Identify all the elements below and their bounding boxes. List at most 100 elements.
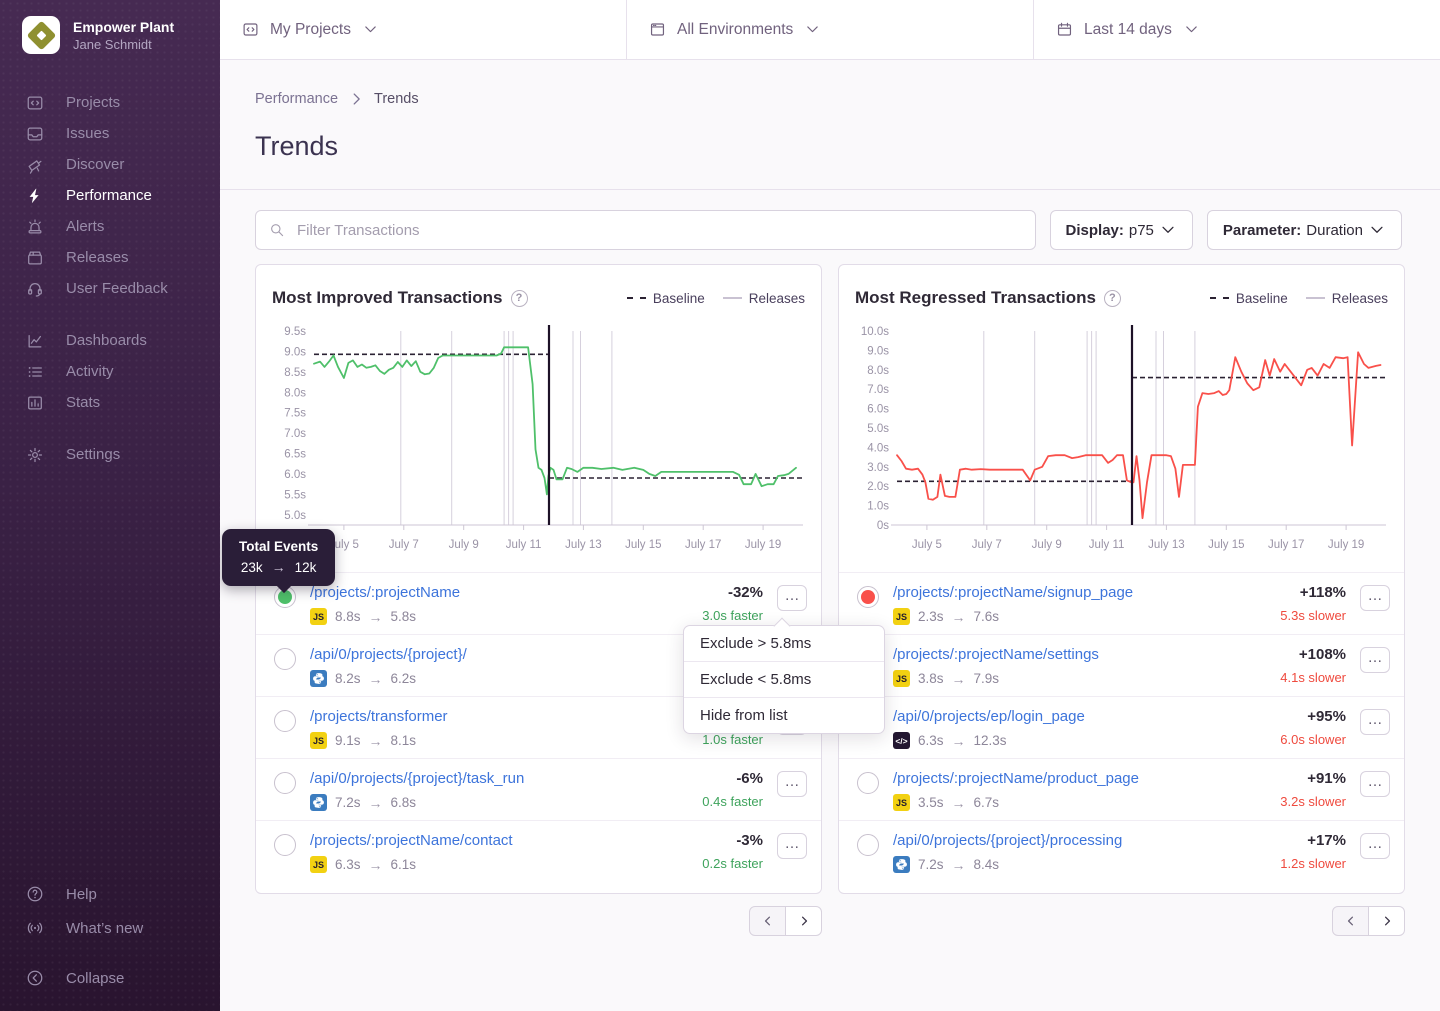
parameter-dropdown[interactable]: Parameter: Duration — [1206, 210, 1402, 250]
improved-help-icon[interactable]: ? — [510, 289, 528, 307]
transaction-radio[interactable] — [857, 834, 879, 856]
org-switcher[interactable]: Empower Plant Jane Schmidt — [0, 0, 220, 54]
svg-text:July 19: July 19 — [1328, 539, 1364, 551]
menu-item-hide-from-list[interactable]: Hide from list — [684, 697, 884, 733]
next-page-button[interactable] — [1368, 906, 1405, 936]
change-delta: 0.2s faster — [702, 856, 763, 871]
transaction-radio[interactable] — [857, 586, 879, 608]
previous-page-button[interactable] — [749, 906, 786, 936]
transaction-radio[interactable] — [274, 710, 296, 732]
duration-after: 6.8s — [390, 795, 417, 810]
sidebar-item-alerts[interactable]: Alerts — [26, 211, 220, 242]
project-selector[interactable]: My Projects — [220, 0, 626, 59]
chevron-right-icon — [353, 93, 360, 105]
sidebar-item-dashboards[interactable]: Dashboards — [26, 325, 220, 356]
more-actions-button[interactable]: … — [1360, 585, 1390, 611]
transaction-link[interactable]: /projects/transformer — [310, 708, 448, 725]
regressed-trend-chart: July 5 July 7 July 9 July 11 July 13 July 15 J… — [855, 321, 1388, 559]
arrow-right-icon: → — [951, 670, 966, 687]
more-actions-button[interactable]: … — [1360, 709, 1390, 735]
sidebar-item-help[interactable]: Help — [26, 877, 220, 911]
more-actions-button[interactable]: … — [777, 833, 807, 859]
legend-releases-label: Releases — [1331, 290, 1388, 306]
sidebar-item-activity[interactable]: Activity — [26, 356, 220, 387]
menu-item-exclude-5-8ms[interactable]: Exclude > 5.8ms — [700, 635, 812, 652]
sidebar-collapse-button[interactable]: Collapse — [26, 961, 220, 995]
python-platform-icon — [893, 856, 910, 873]
chevron-down-icon — [365, 26, 376, 33]
svg-text:4.0s: 4.0s — [867, 442, 889, 454]
svg-text:July 5: July 5 — [912, 539, 942, 551]
menu-item-exclude-5-8ms[interactable]: Exclude < 5.8ms — [684, 661, 884, 697]
date-range-selector[interactable]: Last 14 days — [1033, 0, 1440, 59]
projects-icon — [243, 23, 258, 36]
sidebar-item-discover[interactable]: Discover — [26, 149, 220, 180]
transaction-link[interactable]: /api/0/projects/ep/login_page — [893, 708, 1085, 725]
sidebar-item-label: Settings — [66, 446, 121, 463]
transaction-row: /projects/:projectName JS 8.8s → 5.8s -32% 3.0… — [256, 572, 821, 634]
breadcrumb-performance[interactable]: Performance — [255, 91, 339, 107]
svg-text:July 9: July 9 — [1032, 539, 1062, 551]
more-actions-button[interactable]: … — [1360, 771, 1390, 797]
baseline-swatch-icon — [1209, 297, 1229, 299]
sidebar-item-performance[interactable]: Performance — [26, 180, 220, 211]
svg-text:July 15: July 15 — [625, 539, 661, 551]
legend-baseline-label: Baseline — [652, 290, 705, 306]
parameter-value: Duration — [1306, 221, 1363, 239]
transaction-link[interactable]: /projects/:projectName/signup_page — [893, 584, 1134, 601]
sidebar-item-releases[interactable]: Releases — [26, 242, 220, 273]
change-percent: +108% — [1298, 646, 1346, 663]
python-platform-icon — [310, 670, 327, 687]
duration-after: 6.7s — [973, 795, 1000, 810]
transaction-link[interactable]: /api/0/projects/{project}/ — [310, 646, 467, 663]
sidebar-item-what-s-new[interactable]: What’s new — [26, 911, 220, 945]
transaction-radio[interactable] — [857, 772, 879, 794]
display-value: p75 — [1128, 221, 1154, 239]
transaction-radio[interactable] — [274, 648, 296, 670]
regressed-help-icon[interactable]: ? — [1103, 289, 1121, 307]
svg-text:July 17: July 17 — [685, 539, 721, 551]
transaction-link[interactable]: /api/0/projects/{project}/task_run — [310, 770, 525, 787]
environment-selector[interactable]: All Environments — [626, 0, 1033, 59]
display-label: Display: — [1065, 221, 1124, 239]
transaction-link[interactable]: /projects/:projectName — [310, 584, 461, 601]
duration-before: 7.2s — [918, 857, 944, 872]
filter-row: Display: p75 Parameter: Duration — [255, 210, 1402, 250]
projects-icon — [27, 96, 43, 109]
dashboards-icon — [28, 334, 42, 347]
sidebar-item-user-feedback[interactable]: User Feedback — [26, 273, 220, 304]
sidebar-item-settings[interactable]: Settings — [26, 439, 220, 470]
most-improved-card: Most Improved Transactions ? Baseline Re… — [255, 264, 822, 894]
transaction-link[interactable]: /projects/:projectName/contact — [310, 832, 513, 849]
collapse-icon — [27, 970, 43, 986]
sidebar-item-issues[interactable]: Issues — [26, 118, 220, 149]
transaction-radio[interactable] — [274, 772, 296, 794]
svg-text:July 7: July 7 — [972, 539, 1002, 551]
transaction-row: /projects/:projectName/signup_page JS 2.3s… — [839, 572, 1404, 634]
transaction-row: /projects/:projectName/contact JS 6.3s → 6.1… — [256, 820, 821, 882]
transaction-link[interactable]: /projects/:projectName/product_page — [893, 770, 1139, 787]
previous-page-button[interactable] — [1332, 906, 1369, 936]
svg-text:July 11: July 11 — [1089, 539, 1125, 551]
duration-after: 8.1s — [390, 733, 417, 748]
change-delta: 3.2s slower — [1280, 794, 1346, 809]
next-page-button[interactable] — [785, 906, 822, 936]
python-platform-icon — [310, 794, 327, 811]
display-dropdown[interactable]: Display: p75 — [1049, 210, 1193, 250]
transaction-link[interactable]: /projects/:projectName/settings — [893, 646, 1099, 663]
sidebar-item-stats[interactable]: Stats — [26, 387, 220, 418]
more-actions-button[interactable]: … — [1360, 833, 1390, 859]
more-actions-button[interactable]: … — [777, 585, 807, 611]
change-percent: +91% — [1307, 770, 1346, 787]
transaction-link[interactable]: /api/0/projects/{project}/processing — [893, 832, 1123, 849]
transaction-radio[interactable] — [274, 586, 296, 608]
duration-before: 8.8s — [335, 609, 361, 624]
transaction-radio[interactable] — [274, 834, 296, 856]
sidebar-item-label: Performance — [66, 187, 152, 204]
sidebar-item-projects[interactable]: Projects — [26, 87, 220, 118]
more-actions-button[interactable]: … — [777, 771, 807, 797]
chevron-left-icon — [1347, 916, 1353, 926]
more-actions-button[interactable]: … — [1360, 647, 1390, 673]
search-input[interactable] — [295, 220, 1022, 240]
discover-icon — [28, 159, 42, 174]
